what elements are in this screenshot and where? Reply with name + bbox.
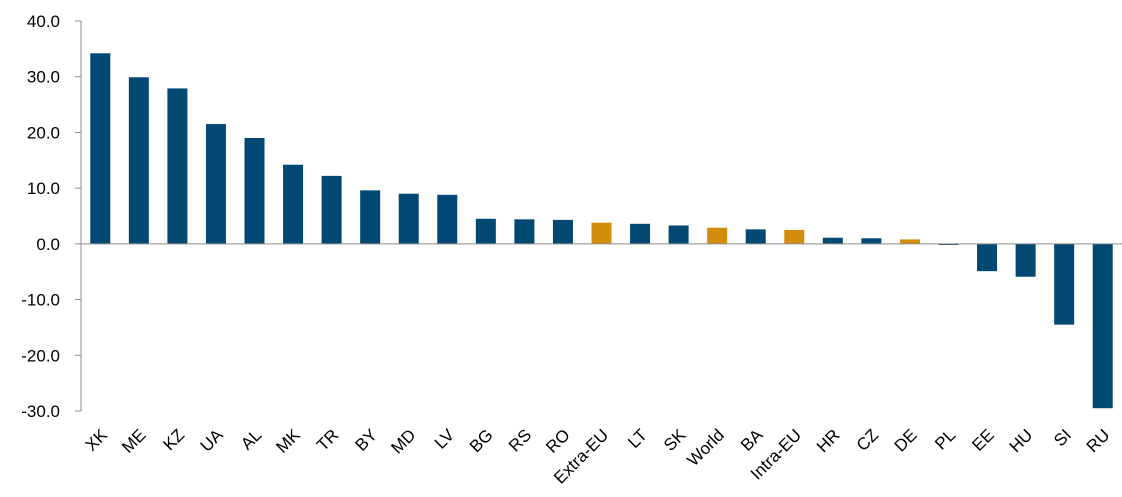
y-tick-label: 10.0 — [27, 179, 60, 198]
category-label: CZ — [853, 425, 882, 454]
bar-pl — [938, 243, 959, 245]
bar-me — [128, 77, 149, 244]
bar-mk — [283, 164, 304, 244]
y-tick-label: -30.0 — [21, 402, 60, 421]
y-axis: 40.0 30.0 20.0 10.0 0.0 -10.0 -20.0 -30.0 — [21, 12, 82, 421]
category-label: MK — [272, 425, 304, 457]
category-label: SK — [660, 425, 690, 455]
category-label: RO — [542, 425, 573, 456]
bar-lv — [437, 194, 458, 244]
category-label: BA — [737, 425, 767, 455]
category-label: AL — [237, 425, 265, 453]
bar-lt — [630, 223, 651, 244]
bar-bg — [475, 218, 496, 244]
bar-de — [899, 239, 920, 244]
bar-si — [1054, 243, 1075, 325]
bar-kz — [167, 88, 188, 244]
category-label: BG — [466, 425, 497, 456]
category-label: HR — [813, 425, 844, 456]
bar-hr — [822, 237, 843, 244]
y-tick-label: -20.0 — [21, 346, 60, 365]
category-label: HU — [1006, 425, 1037, 456]
bar-al — [244, 138, 265, 244]
y-tick-label: 0.0 — [36, 235, 60, 254]
bar-ua — [205, 124, 226, 244]
category-label: UA — [197, 425, 228, 456]
category-label: BY — [352, 425, 381, 454]
bar-sk — [668, 225, 689, 244]
bar-extra-eu — [591, 222, 612, 244]
category-label: SI — [1050, 425, 1075, 450]
y-tick-label: 40.0 — [27, 12, 60, 31]
category-label: ME — [118, 425, 149, 456]
bar-cz — [861, 238, 882, 244]
bar-ba — [745, 229, 766, 244]
bar-tr — [321, 175, 342, 244]
category-label: World — [683, 425, 728, 470]
bar-md — [398, 193, 419, 244]
bar-rs — [514, 219, 535, 244]
category-label: MD — [387, 425, 419, 457]
category-label: PL — [931, 425, 959, 453]
bar-by — [360, 190, 381, 244]
category-label: EE — [968, 425, 997, 454]
y-tick-label: 20.0 — [27, 123, 60, 142]
category-label: LT — [624, 425, 651, 452]
bar-ee — [977, 243, 998, 272]
category-label: KZ — [159, 425, 188, 454]
bar-ru — [1092, 243, 1113, 409]
bars — [90, 53, 1113, 409]
category-label: DE — [891, 425, 921, 455]
category-label: TR — [313, 425, 342, 454]
bar-world — [707, 227, 728, 244]
bar-ro — [552, 219, 573, 244]
category-label: XK — [82, 425, 112, 455]
bar-xk — [90, 53, 111, 244]
y-tick-label: -10.0 — [21, 291, 60, 310]
bar-hu — [1015, 243, 1036, 277]
y-tick-label: 30.0 — [27, 68, 60, 87]
bar-intra-eu — [784, 229, 805, 244]
category-label: LV — [431, 425, 459, 453]
category-label: RS — [505, 425, 535, 455]
category-label: RU — [1083, 425, 1114, 456]
